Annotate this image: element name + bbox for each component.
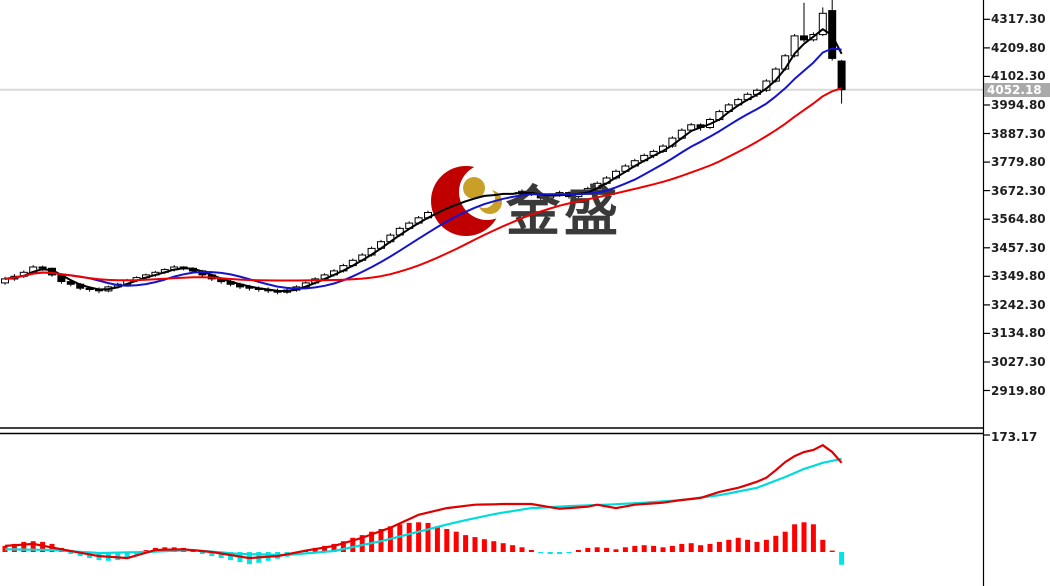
- candlestick-series: [1, 0, 846, 295]
- price-tick-label: 2919.80: [991, 384, 1046, 398]
- price-tick-label: 3134.80: [991, 326, 1046, 340]
- price-tick-label: 3027.30: [991, 355, 1046, 369]
- ma-line-ma_fast: [4, 28, 843, 292]
- ma-line-ma_slow: [4, 87, 842, 282]
- price-tick-label: 3457.30: [991, 241, 1046, 255]
- price-tick-label: 3672.30: [991, 184, 1046, 198]
- price-tick-label: 3349.80: [991, 269, 1046, 283]
- price-tick-label: 4317.30: [991, 12, 1046, 26]
- price-tick-label: 3994.80: [991, 98, 1046, 112]
- watermark-logo: 金盛: [431, 164, 622, 243]
- macd-dif-line: [4, 443, 843, 560]
- macd-max-label: 173.17: [991, 430, 1038, 444]
- macd-dea-line: [4, 457, 842, 557]
- price-tick-label: 4209.80: [991, 41, 1046, 55]
- price-tick-label: 3887.30: [991, 127, 1046, 141]
- ma-line-ma_mid: [4, 47, 842, 290]
- watermark-text: 金盛: [505, 180, 622, 243]
- price-tick-label: 4102.30: [991, 69, 1046, 83]
- current-price-badge: 4052.18: [984, 83, 1050, 97]
- macd-histogram: [2, 522, 845, 565]
- logo-gold-ball-icon: [463, 177, 485, 199]
- price-tick-label: 3779.80: [991, 155, 1046, 169]
- price-tick-label: 3242.30: [991, 298, 1046, 312]
- price-tick-label: 3564.80: [991, 212, 1046, 226]
